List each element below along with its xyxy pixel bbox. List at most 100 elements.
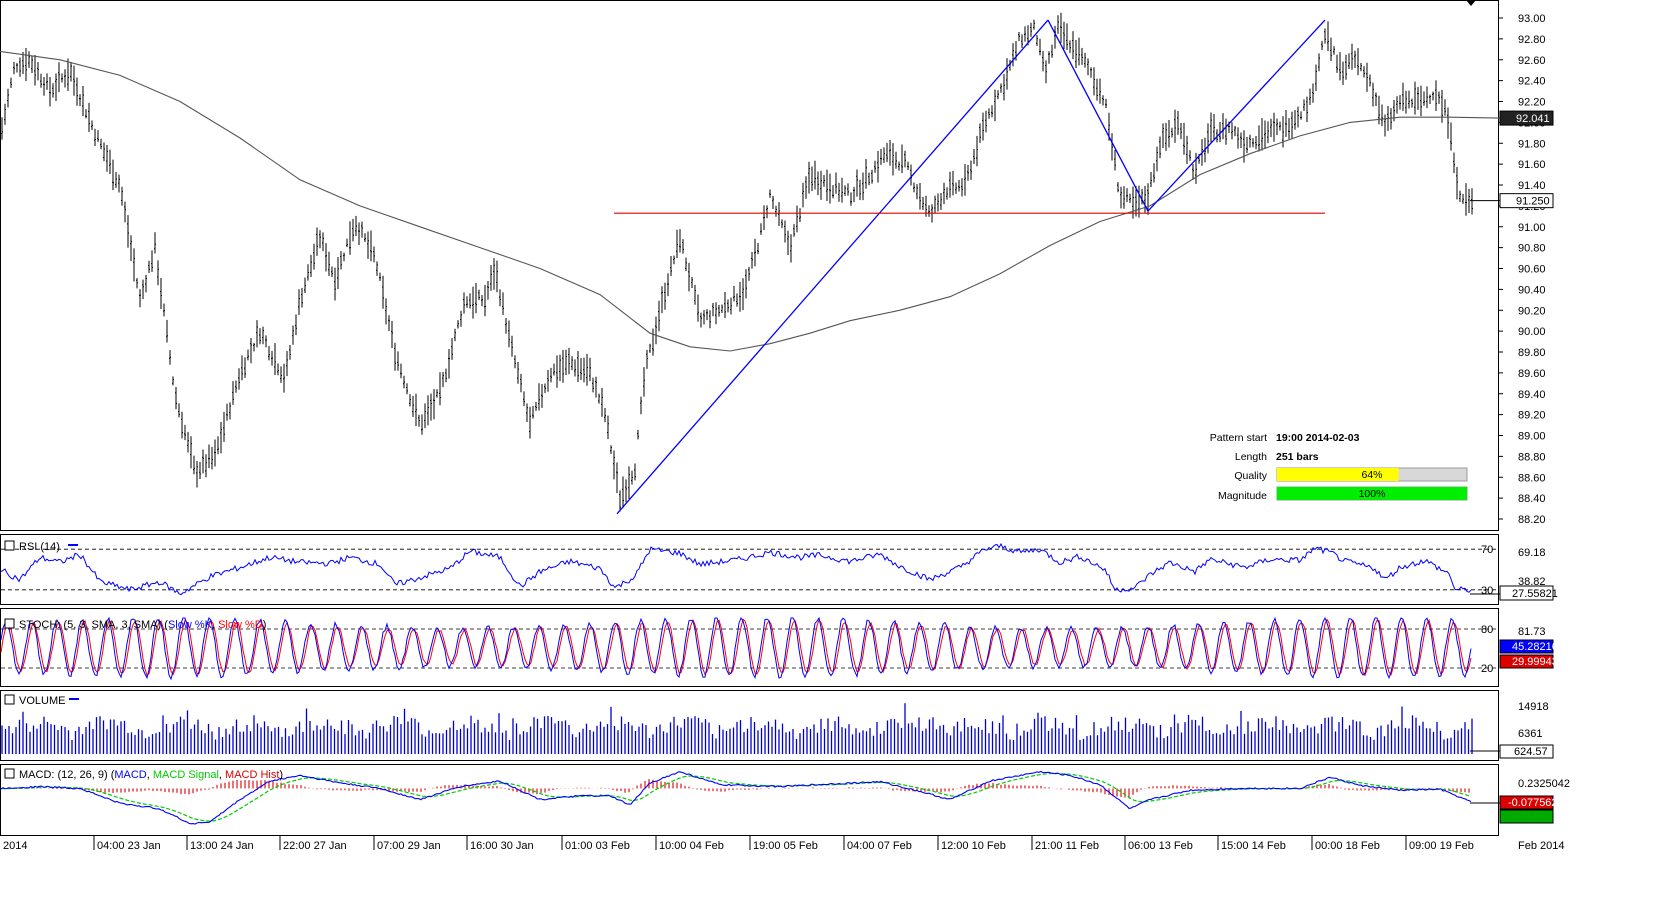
ohlc-bar bbox=[1012, 43, 1014, 67]
ohlc-bar bbox=[1306, 96, 1308, 123]
ohlc-bar bbox=[838, 182, 840, 202]
ohlc-bar bbox=[454, 328, 456, 342]
ohlc-bar bbox=[916, 184, 918, 200]
ohlc-bar bbox=[652, 328, 654, 356]
ohlc-bar bbox=[214, 439, 216, 467]
ohlc-bar bbox=[1036, 34, 1038, 46]
ohlc-bar bbox=[799, 208, 801, 223]
macd-tick-label: 0.2325042 bbox=[1518, 778, 1570, 790]
ohlc-bar bbox=[49, 77, 51, 107]
ohlc-bar bbox=[862, 172, 864, 201]
ohlc-bar bbox=[742, 278, 744, 311]
time-tick-label: 15:00 14 Feb bbox=[1221, 840, 1286, 852]
ohlc-bar bbox=[76, 77, 78, 106]
price-tick-label: 93.00 bbox=[1518, 13, 1546, 25]
ohlc-bar bbox=[1240, 132, 1242, 149]
ohlc-bar bbox=[1279, 121, 1281, 131]
ohlc-bar bbox=[751, 252, 753, 269]
volume-panel-frame bbox=[0, 690, 1499, 761]
ohlc-bar bbox=[991, 105, 993, 118]
ohlc-bar bbox=[244, 357, 246, 378]
ohlc-bar bbox=[1468, 188, 1470, 213]
ohlc-bar bbox=[190, 436, 192, 469]
ohlc-bar bbox=[1186, 135, 1188, 164]
ohlc-bar bbox=[19, 57, 21, 77]
ohlc-bar bbox=[505, 317, 507, 334]
ohlc-bar bbox=[823, 175, 825, 187]
ohlc-bar bbox=[1165, 122, 1167, 151]
ohlc-bar bbox=[1282, 116, 1284, 148]
ohlc-bar bbox=[1225, 118, 1227, 145]
volume-tick-label: 14918 bbox=[1518, 701, 1549, 713]
ohlc-bar bbox=[811, 166, 813, 192]
ohlc-bar bbox=[1147, 183, 1149, 215]
ohlc-bar bbox=[712, 303, 714, 317]
ohlc-bar bbox=[1270, 118, 1272, 138]
ohlc-bar bbox=[241, 355, 243, 381]
ohlc-bar bbox=[1348, 53, 1350, 69]
ohlc-bar bbox=[1249, 134, 1251, 148]
macd-hist-value-box bbox=[1499, 795, 1554, 810]
ohlc-bar bbox=[280, 366, 282, 383]
time-tick-label: 09:00 19 Feb bbox=[1409, 840, 1474, 852]
price-tick-label: 88.20 bbox=[1518, 514, 1546, 526]
time-tick-label: 01:00 03 Feb bbox=[565, 840, 630, 852]
time-tick-label: 07:00 29 Jan bbox=[377, 840, 441, 852]
ohlc-bar bbox=[322, 232, 324, 252]
ohlc-bar bbox=[1285, 109, 1287, 137]
ohlc-bar bbox=[1054, 25, 1056, 49]
ohlc-bar bbox=[820, 170, 822, 200]
ohlc-bar bbox=[886, 142, 888, 163]
ohlc-bar bbox=[1042, 51, 1044, 72]
ohlc-bar bbox=[1132, 186, 1134, 219]
price-axis: 93.0092.8092.6092.4092.2092.0091.8091.60… bbox=[1470, 13, 1554, 526]
ohlc-bar bbox=[1297, 106, 1299, 128]
ohlc-bar bbox=[343, 252, 345, 262]
ohlc-bar bbox=[448, 349, 450, 379]
ohlc-bar bbox=[475, 283, 477, 314]
ohlc-bar bbox=[1144, 185, 1146, 213]
ohlc-bar bbox=[121, 186, 123, 206]
price-tick-label: 90.60 bbox=[1518, 264, 1546, 276]
ohlc-bar bbox=[793, 224, 795, 237]
ohlc-bar bbox=[472, 286, 474, 319]
ohlc-bar bbox=[964, 163, 966, 196]
ohlc-bar bbox=[298, 289, 300, 315]
ohlc-bar bbox=[496, 260, 498, 293]
ohlc-bar bbox=[481, 295, 483, 307]
scroll-marker-icon[interactable] bbox=[1466, 0, 1476, 6]
time-tick-label: 16:00 30 Jan bbox=[470, 840, 534, 852]
ohlc-bar bbox=[1291, 111, 1293, 140]
ohlc-bar bbox=[334, 267, 336, 301]
ohlc-bar bbox=[559, 354, 561, 382]
time-tick-label: 2014 bbox=[3, 840, 27, 852]
ohlc-bar bbox=[646, 349, 648, 369]
ohlc-bar bbox=[1378, 95, 1380, 125]
macd-legend-item: MACD bbox=[114, 769, 146, 781]
ohlc-bar bbox=[277, 363, 279, 376]
ohlc-bar bbox=[1327, 21, 1329, 51]
magnitude-label: Magnitude bbox=[1218, 490, 1267, 502]
ohlc-bar bbox=[484, 284, 486, 317]
ohlc-bar bbox=[1183, 122, 1185, 155]
ohlc-bar bbox=[436, 389, 438, 398]
ohlc-bar bbox=[349, 221, 351, 255]
ohlc-bar bbox=[808, 161, 810, 194]
ohlc-bar bbox=[520, 373, 522, 393]
ohlc-bar bbox=[394, 342, 396, 371]
ohlc-bar bbox=[1117, 182, 1119, 193]
macd-legend-item: MACD Signal bbox=[153, 769, 219, 781]
ohlc-bar bbox=[664, 282, 666, 310]
ohlc-bar bbox=[238, 368, 240, 390]
ohlc-bar bbox=[460, 310, 462, 327]
quality-label: Quality bbox=[1234, 470, 1267, 482]
ohlc-bar bbox=[1423, 91, 1425, 106]
ohlc-bar bbox=[733, 285, 735, 302]
current-price-box bbox=[1499, 193, 1554, 209]
ohlc-bar bbox=[259, 328, 261, 345]
ohlc-bar bbox=[310, 254, 312, 278]
ohlc-bar bbox=[1333, 46, 1335, 55]
ohlc-bar bbox=[1465, 183, 1467, 216]
ohlc-bar bbox=[817, 171, 819, 196]
